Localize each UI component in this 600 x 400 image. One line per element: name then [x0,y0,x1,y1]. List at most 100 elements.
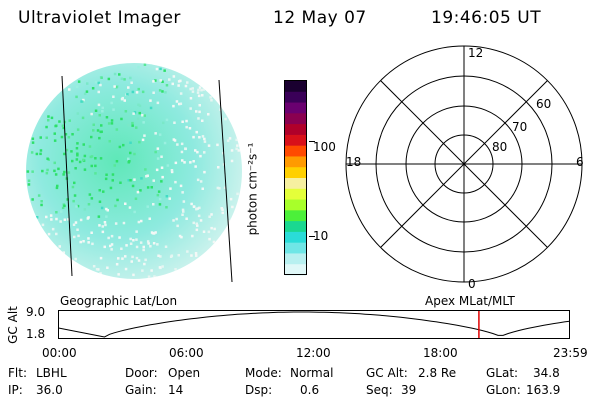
speckle-dot [124,110,128,113]
speckle-dot [158,89,162,92]
speckle-dot [73,181,76,185]
speckle-dot [99,130,102,134]
speckle-dot [41,169,44,173]
mode-value: Normal [290,366,334,380]
speckle-dot [106,266,109,269]
gain-value: 14 [168,383,184,397]
colorbar [284,80,307,276]
speckle-dot [158,197,162,201]
speckle-dot [109,186,113,190]
speckle-dot [235,147,238,151]
speckle-dot [85,90,89,93]
speckle-dot [61,124,65,127]
speckle-dot [87,203,91,206]
speckle-dot [53,132,56,135]
speckle-dot [45,215,48,219]
speckle-dot [118,145,122,149]
speckle-dot [217,166,220,169]
speckle-dot [45,171,49,175]
speckle-dot [124,267,128,271]
door-value: Open [168,366,201,380]
speckle-dot [161,175,164,179]
speckle-dot [92,265,96,268]
speckle-dot [78,160,82,164]
speckle-dot [115,263,119,266]
speckle-dot [98,114,101,117]
speckle-dot [236,192,239,196]
speckle-dot [199,219,203,222]
speckle-dot [158,133,162,136]
speckle-dot [141,269,144,272]
speckle-dot [98,189,101,192]
speckle-dot [236,144,239,147]
speckle-dot [197,214,201,218]
colorbar-swatch [285,91,306,104]
speckle-dot [147,242,150,245]
speckle-dot [141,90,145,94]
speckle-dot [53,161,56,165]
colorbar-swatch [285,113,306,125]
speckle-dot [181,213,184,216]
speckle-dot [223,186,227,189]
speckle-dot [88,145,92,148]
speckle-dot [143,183,147,186]
speckle-dot [173,121,176,124]
speckle-dot [168,197,171,200]
speckle-dot [86,82,89,85]
speckle-dot [27,183,31,186]
speckle-dot [133,210,136,214]
seq-value: 39 [401,383,417,397]
lat-label-80: 80 [492,140,508,154]
speckle-dot [109,244,112,248]
speckle-dot [210,213,213,216]
speckle-dot [97,81,100,85]
speckle-dot [213,227,216,231]
speckle-dot [51,227,55,231]
speckle-dot [165,84,169,87]
speckle-dot [74,167,77,170]
speckle-dot [135,230,138,233]
speckle-dot [90,155,94,158]
speckle-dot [99,83,102,87]
left-terminator-line [61,75,73,277]
speckle-dot [180,150,184,154]
speckle-dot [224,117,227,121]
speckle-dot [149,99,152,102]
speckle-dot [197,117,200,120]
speckle-dot [90,197,94,200]
speckle-dot [112,95,115,98]
speckle-dot [63,218,67,221]
speckle-dot [56,184,59,188]
observation-date: 12 May 07 [273,8,367,28]
speckle-dot [68,119,71,122]
colorbar-tick-label-10: 10 [313,229,329,243]
speckle-dot [70,150,73,153]
speckle-dot [105,173,108,176]
orbit-x-tick-4: 23:59 [553,346,588,360]
uv-emission-speckle [26,63,240,279]
colorbar-tick-10 [309,236,315,237]
colorbar-swatch [285,156,306,168]
speckle-dot [156,243,159,246]
speckle-dot [134,197,138,200]
speckle-dot [31,141,35,144]
speckle-dot [138,140,141,144]
speckle-dot [181,120,184,123]
speckle-dot [68,88,71,91]
speckle-dot [55,186,59,190]
speckle-dot [94,109,98,112]
gcalt-value: 2.8 Re [418,366,457,380]
speckle-dot [198,86,202,89]
speckle-dot [165,118,169,122]
speckle-dot [55,124,58,127]
polar-plot [345,45,583,283]
speckle-dot [106,209,109,212]
speckle-dot [39,149,43,152]
speckle-dot [181,159,184,162]
speckle-dot [31,137,35,140]
speckle-dot [76,154,79,157]
speckle-dot [50,218,53,221]
speckle-dot [110,243,114,246]
speckle-dot [218,187,221,190]
speckle-dot [160,166,164,169]
